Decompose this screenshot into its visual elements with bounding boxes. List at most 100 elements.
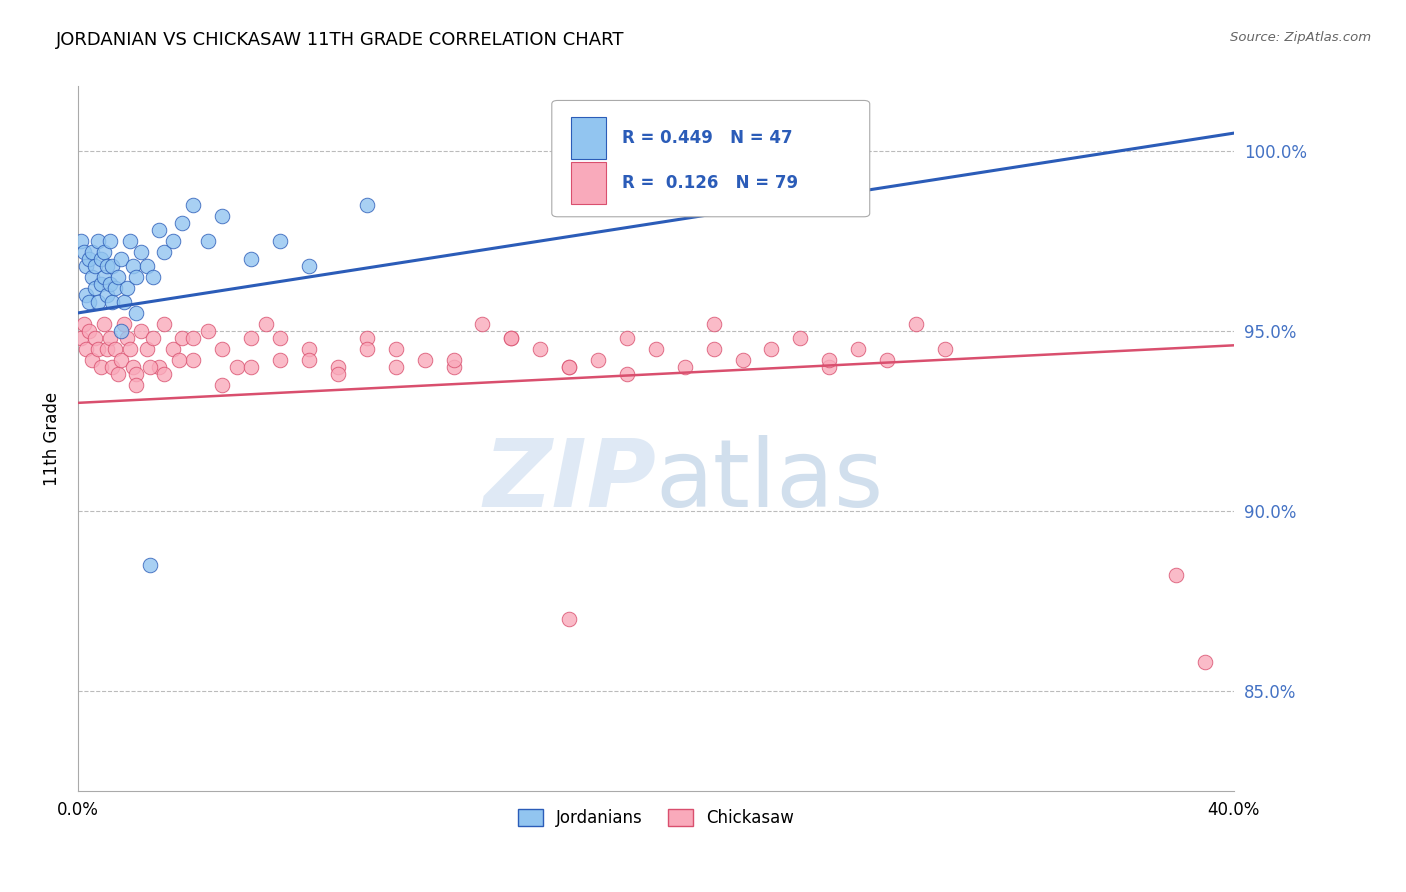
Point [167, 352, 190, 367]
Point [356, 198, 378, 212]
Point [501, 331, 523, 345]
Point [904, 317, 927, 331]
Point [761, 342, 783, 356]
Point [79, 324, 101, 338]
Point [124, 377, 146, 392]
Point [298, 342, 321, 356]
Point [269, 352, 291, 367]
Point [183, 198, 205, 212]
Point [240, 252, 263, 266]
Point [121, 359, 143, 374]
Point [162, 342, 184, 356]
Point [69, 234, 91, 248]
Point [93, 244, 115, 259]
Point [110, 324, 132, 338]
Point [586, 352, 609, 367]
Point [644, 342, 666, 356]
Point [529, 342, 551, 356]
Point [124, 367, 146, 381]
Legend: Jordanians, Chickasaw: Jordanians, Chickasaw [510, 802, 800, 834]
Point [818, 359, 841, 374]
Point [197, 324, 219, 338]
Point [1164, 568, 1187, 582]
Point [298, 352, 321, 367]
Point [269, 234, 291, 248]
FancyBboxPatch shape [571, 117, 606, 159]
Point [136, 342, 159, 356]
Point [254, 317, 277, 331]
Point [170, 216, 193, 230]
Point [93, 317, 115, 331]
Point [153, 317, 176, 331]
FancyBboxPatch shape [551, 101, 870, 217]
Point [115, 331, 138, 345]
Point [703, 317, 725, 331]
Point [72, 244, 94, 259]
Point [104, 281, 127, 295]
Point [818, 352, 841, 367]
Point [112, 317, 135, 331]
Point [148, 223, 170, 237]
Point [211, 377, 233, 392]
Point [124, 306, 146, 320]
Point [96, 288, 118, 302]
Point [326, 359, 349, 374]
Point [79, 295, 101, 310]
Point [136, 259, 159, 273]
Point [139, 359, 162, 374]
Point [82, 244, 104, 259]
Point [90, 252, 112, 266]
Point [124, 270, 146, 285]
Point [72, 317, 94, 331]
Point [197, 234, 219, 248]
Point [934, 342, 956, 356]
Point [82, 352, 104, 367]
Point [107, 367, 129, 381]
Point [673, 359, 696, 374]
Point [558, 359, 581, 374]
Point [101, 359, 124, 374]
Point [87, 234, 110, 248]
Point [131, 244, 153, 259]
FancyBboxPatch shape [571, 161, 606, 204]
Point [121, 259, 143, 273]
Point [558, 359, 581, 374]
Point [110, 352, 132, 367]
Point [269, 331, 291, 345]
Point [84, 259, 107, 273]
Point [789, 331, 811, 345]
Point [93, 270, 115, 285]
Point [558, 612, 581, 626]
Point [240, 331, 263, 345]
Point [183, 331, 205, 345]
Point [118, 234, 141, 248]
Point [183, 352, 205, 367]
Point [115, 281, 138, 295]
Point [84, 281, 107, 295]
Point [384, 342, 406, 356]
Point [142, 331, 165, 345]
Text: JORDANIAN VS CHICKASAW 11TH GRADE CORRELATION CHART: JORDANIAN VS CHICKASAW 11TH GRADE CORREL… [56, 31, 624, 49]
Point [101, 295, 124, 310]
Point [298, 259, 321, 273]
Text: R = 0.449   N = 47: R = 0.449 N = 47 [623, 128, 793, 147]
Point [142, 270, 165, 285]
Point [131, 324, 153, 338]
Point [471, 317, 494, 331]
Point [225, 359, 247, 374]
Text: R =  0.126   N = 79: R = 0.126 N = 79 [623, 174, 799, 192]
Point [79, 252, 101, 266]
Text: Source: ZipAtlas.com: Source: ZipAtlas.com [1230, 31, 1371, 45]
Point [240, 359, 263, 374]
Point [90, 277, 112, 292]
Text: atlas: atlas [655, 435, 884, 527]
Point [107, 270, 129, 285]
Point [1194, 655, 1216, 669]
Point [98, 331, 121, 345]
Point [82, 270, 104, 285]
Point [703, 342, 725, 356]
Point [110, 252, 132, 266]
Point [84, 331, 107, 345]
Point [101, 259, 124, 273]
Point [104, 342, 127, 356]
